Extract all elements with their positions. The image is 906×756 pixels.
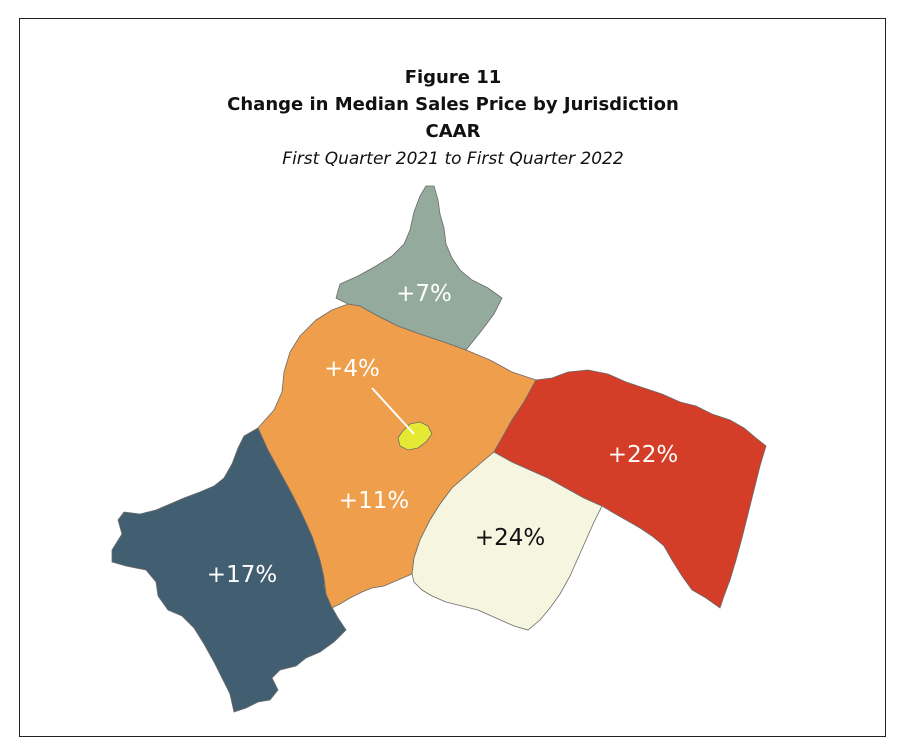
figure-organization: CAAR [425,121,481,142]
label-east: +22% [608,442,678,468]
label-southwest: +17% [207,562,277,588]
figure-number: Figure 11 [404,67,502,88]
figure-heading: Change in Median Sales Price by Jurisdic… [227,94,679,115]
label-south: +24% [475,525,545,551]
figure-subtitle: First Quarter 2021 to First Quarter 2022 [282,149,624,169]
city-leader-line [371,387,415,435]
label-center-north: +4% [324,356,380,382]
figure-titles: Figure 11 Change in Median Sales Price b… [0,64,906,173]
region-north[interactable] [335,185,503,351]
region-city[interactable] [397,421,433,451]
label-north: +7% [396,281,452,307]
label-center-south: +11% [339,488,409,514]
region-east[interactable] [493,369,767,609]
